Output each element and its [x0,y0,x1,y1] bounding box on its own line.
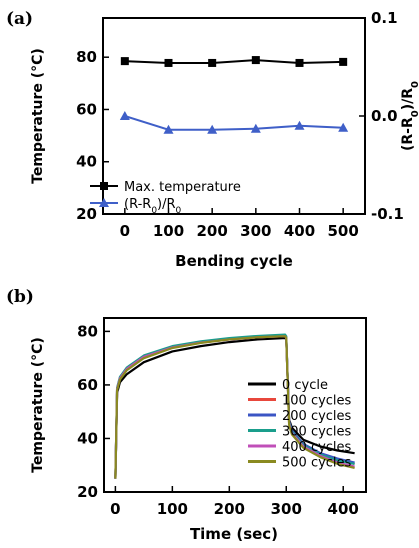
panel-b-ytick-label: 60 [77,376,98,394]
legend-marker-max-temperature [100,182,108,190]
series-line-1 [124,115,344,131]
data-point [339,57,348,66]
series-line-0 [124,59,344,64]
panel-b-xtick-label: 100 [157,500,188,518]
panel-b-ytick-label: 20 [77,483,98,501]
legend-label-5: 500 cycles [282,456,352,471]
panel-b-label: (b) [6,287,34,307]
panel-a-ytick-label: 40 [76,153,97,171]
panel-a-series [119,56,349,134]
data-point [164,58,173,67]
legend-label-0: 0 cycle [282,378,328,393]
data-point [295,58,304,67]
legend-label-4: 400 cycles [282,440,352,455]
legend-label-resistance-change: (R-R0)/R0 [124,197,182,216]
data-point [208,58,217,67]
panel-a-xtick-label: 200 [197,222,228,240]
data-point [251,56,260,65]
panel-b-ytick-label: 80 [77,322,98,340]
panel-a-xtick-label: 400 [284,222,315,240]
panel-a-legend: Max. temperature (R-R0)/R0 [90,180,241,216]
panel-b-series [114,333,355,479]
panel-b: (b) Temperature (°C) Time (sec) 0 100 200 3… [6,287,367,543]
series-line-5 [114,335,355,479]
panel-a: (a) Temperature (°C) (R-R0)/R0 Bending c… [6,9,419,270]
panel-a-xlabel: Bending cycle [175,252,293,270]
data-point [120,57,129,66]
data-point [119,111,130,120]
data-point [294,120,305,130]
series-line-0 [114,336,355,479]
panel-a-xtick-label: 100 [153,222,184,240]
panel-b-xtick-label: 300 [271,500,302,518]
panel-b-ylabel: Temperature (°C) [30,337,46,473]
panel-a-ytick-label: 20 [76,205,97,223]
panel-a-xtick-label: 300 [240,222,271,240]
panel-a-ytick-label: 80 [76,48,97,66]
legend-label-max-temperature: Max. temperature [124,180,241,195]
data-point [163,124,174,134]
legend-label-1: 100 cycles [282,394,352,409]
data-point [250,123,261,133]
panel-a-y2label: (R-R0)/R0 [400,81,419,151]
panel-b-plot-frame [103,317,367,493]
panel-a-y2tick-label: 0.0 [371,107,398,125]
panel-a-ylabel: Temperature (°C) [30,48,46,184]
panel-a-ytick-label: 60 [76,100,97,118]
panel-a-axes: 0 100 200 300 400 500 20 40 60 80 -0.1 0.0 0.1 [76,9,404,240]
legend-label-2: 200 cycles [282,409,352,424]
data-point [338,122,349,132]
panel-a-y2tick-label: -0.1 [371,205,404,223]
panel-b-xlabel: Time (sec) [190,525,278,543]
data-point [207,124,218,134]
legend-label-3: 300 cycles [282,425,352,440]
panel-a-y2tick-label: 0.1 [371,9,398,27]
panel-a-label: (a) [6,9,33,29]
panel-b-xtick-label: 0 [110,500,120,518]
panel-a-xtick-label: 0 [120,222,130,240]
panel-b-xtick-label: 400 [328,500,359,518]
legend-marker-resistance-change [99,198,109,207]
panel-a-xtick-label: 500 [328,222,359,240]
panel-b-axes: 0 100 200 300 400 20 40 60 80 [77,322,359,518]
panel-b-ytick-label: 40 [77,429,98,447]
panel-b-xtick-label: 200 [214,500,245,518]
